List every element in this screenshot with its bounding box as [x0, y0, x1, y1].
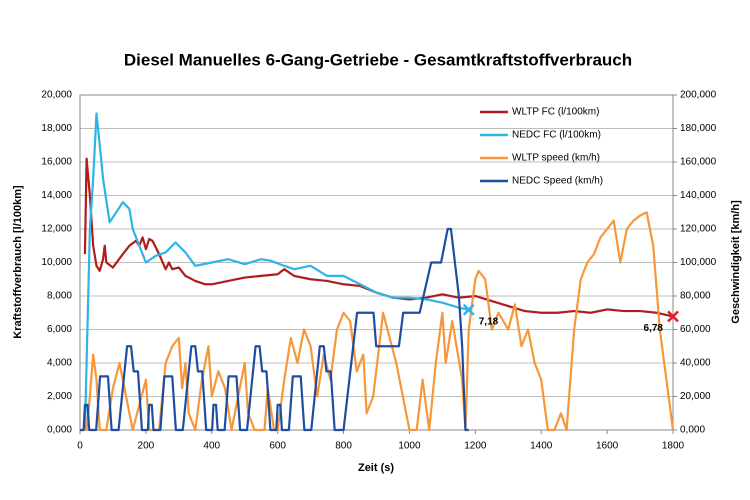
y-tick-label: 0,000	[47, 425, 72, 436]
y2-tick-label: 200,000	[680, 90, 717, 101]
y2-tick-label: 80,000	[680, 291, 711, 302]
x-tick-label: 1400	[530, 441, 553, 452]
annotation: 6,78	[644, 323, 664, 334]
y-tick-label: 8,000	[47, 291, 72, 302]
y-tick-label: 4,000	[47, 358, 72, 369]
y-axis-title: Kraftstoffverbrauch [l/100km]	[12, 185, 24, 339]
y2-tick-label: 20,000	[680, 391, 711, 402]
x-tick-label: 0	[77, 441, 83, 452]
legend-label: NEDC FC (l/100km)	[512, 130, 601, 141]
x-tick-label: 200	[138, 441, 155, 452]
x-tick-label: 1200	[464, 441, 487, 452]
legend-label: WLTP FC (l/100km)	[512, 107, 599, 118]
y-tick-label: 6,000	[47, 324, 72, 335]
y-tick-label: 16,000	[41, 157, 72, 168]
plot-frame	[79, 94, 674, 431]
x-tick-label: 1600	[596, 441, 619, 452]
y2-tick-label: 60,000	[680, 324, 711, 335]
y2-tick-label: 0,000	[680, 425, 705, 436]
series-line	[83, 112, 469, 431]
y-tick-label: 18,000	[41, 123, 72, 134]
y-tick-label: 10,000	[41, 257, 72, 268]
y2-tick-label: 160,000	[680, 157, 717, 168]
y2-tick-label: 140,000	[680, 190, 717, 201]
y-tick-label: 12,000	[41, 224, 72, 235]
x-tick-label: 400	[203, 441, 220, 452]
series-line	[80, 211, 675, 432]
end-marker	[667, 310, 679, 323]
x-tick-label: 1000	[398, 441, 421, 452]
y2-tick-label: 180,000	[680, 123, 717, 134]
x-tick-label: 600	[269, 441, 286, 452]
x-axis-title: Zeit (s)	[358, 462, 394, 474]
x-tick-label: 800	[335, 441, 352, 452]
y-tick-label: 14,000	[41, 190, 72, 201]
y2-tick-label: 40,000	[680, 358, 711, 369]
x-tick-label: 1800	[662, 441, 685, 452]
y-tick-label: 20,000	[41, 90, 72, 101]
legend-label: WLTP speed (km/h)	[512, 153, 600, 164]
annotation: 7,18	[479, 316, 499, 327]
y2-tick-label: 120,000	[680, 224, 717, 235]
y2-tick-label: 100,000	[680, 257, 717, 268]
y-tick-label: 2,000	[47, 391, 72, 402]
legend-label: NEDC Speed (km/h)	[512, 176, 603, 187]
series-line	[80, 227, 469, 432]
end-marker	[462, 303, 475, 316]
chart-title: Diesel Manuelles 6-Gang-Getriebe - Gesam…	[124, 50, 632, 69]
series-line	[83, 157, 674, 318]
y2-axis-title: Geschwindigkeit [km/h]	[730, 200, 742, 324]
